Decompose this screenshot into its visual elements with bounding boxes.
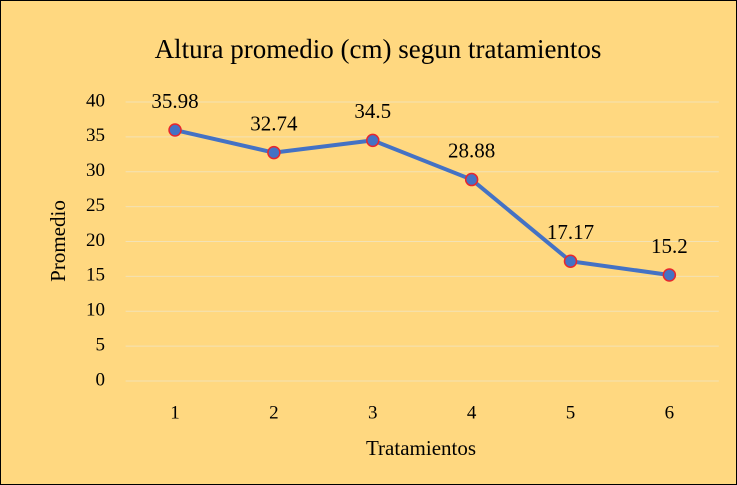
x-tick-label: 5 [566,402,576,423]
x-tick-label: 6 [665,402,675,423]
x-tick-label: 1 [170,402,180,423]
y-tick-label: 30 [86,160,105,181]
y-tick-label: 20 [86,230,105,251]
marker [464,172,479,187]
y-tick-label: 40 [86,90,105,111]
marker [563,254,578,268]
y-tick-label: 5 [96,334,106,355]
line [174,128,670,277]
data-label: 15.2 [651,234,688,258]
data-label: 34.5 [354,99,391,123]
y-axis-title: Promedio [46,200,70,282]
marker [366,133,380,148]
y-tick-label: 25 [86,195,105,216]
y-tick-label: 0 [96,369,106,390]
x-tick-label: 3 [368,402,378,423]
y-tick-label: 35 [86,125,105,146]
y-tick-label: 15 [86,265,105,286]
chart-title: Altura promedio (cm) segun tratamientos [155,34,602,64]
x-tick-label: 4 [467,402,477,423]
y-tick-label: 10 [86,300,105,321]
data-label: 32.74 [250,111,298,135]
data-label: 35.98 [151,89,198,113]
marker [168,123,182,137]
marker [662,268,677,282]
x-tick-label: 2 [269,402,279,423]
x-axis-title: Tratamientos [366,436,476,460]
data-label: 17.17 [547,220,594,244]
marker [267,145,281,160]
data-label: 28.88 [448,138,495,162]
